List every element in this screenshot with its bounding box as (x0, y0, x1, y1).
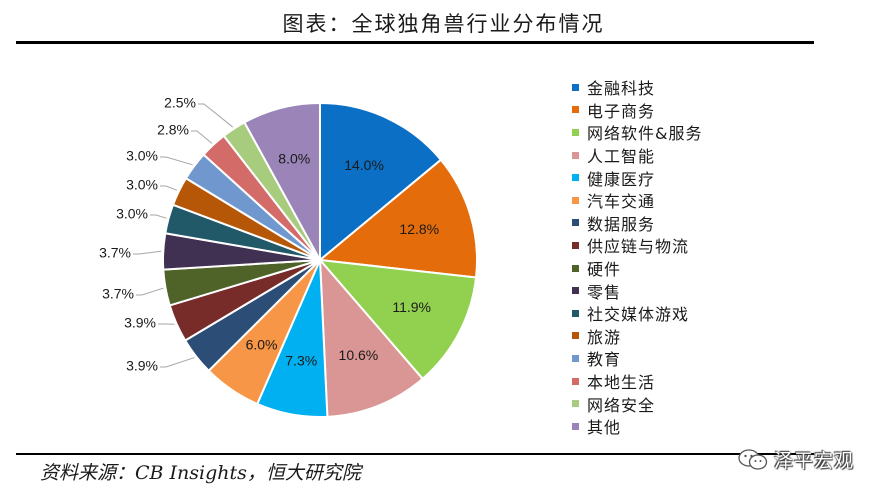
legend-label: 旅游 (587, 327, 622, 347)
slice-label-3: 11.9% (392, 299, 431, 315)
legend-label: 网络软件&服务 (587, 124, 703, 144)
slice-label-16: 8.0% (278, 150, 310, 166)
legend-swatch (572, 264, 579, 272)
legend-swatch (572, 309, 579, 317)
legend-item: 健康医疗 (572, 166, 702, 189)
legend-swatch (572, 106, 579, 114)
legend-swatch (572, 151, 579, 159)
slice-label-13: 3.0% (126, 148, 158, 164)
legend-label: 教育 (587, 350, 622, 370)
legend-item: 旅游 (572, 325, 702, 348)
legend: 金融科技 电子商务网络软件&服务 人工智能 健康医疗汽车交通 数据服务供应链与物流 硬件零… (572, 76, 702, 438)
brand: 泽平宏观 (738, 446, 854, 473)
legend-label: 社交媒体游戏 (587, 305, 690, 325)
legend-item: 其他 (572, 415, 702, 438)
legend-label: 电子商务 (587, 101, 656, 121)
legend-label: 硬件 (587, 260, 622, 280)
chart-title: 图表：全球独角兽行业分布情况 (282, 12, 605, 36)
slice-label-12: 3.0% (126, 177, 158, 193)
pie-slice-3 (317, 258, 478, 381)
leader-line-10 (133, 250, 162, 255)
legend-item: 金融科技 (572, 76, 702, 99)
leader-line-15 (198, 103, 234, 128)
legend-label: 本地生活 (587, 373, 656, 393)
legend-swatch (572, 377, 579, 385)
legend-swatch (572, 241, 579, 249)
legend-swatch (572, 287, 579, 295)
wechat-icon (738, 448, 768, 470)
source-note: 资料来源：CB Insights，恒大研究院 (40, 462, 361, 484)
legend-label: 数据服务 (587, 214, 656, 234)
slice-label-10: 3.7% (99, 245, 131, 261)
legend-item: 网络软件&服务 (572, 121, 702, 144)
leader-line-13 (160, 156, 193, 166)
leader-line-9 (136, 287, 164, 296)
legend-item: 社交媒体游戏 (572, 302, 702, 325)
legend-swatch (572, 422, 579, 430)
slice-label-9: 3.7% (102, 286, 134, 302)
legend-item: 教育 (572, 347, 702, 370)
legend-item: 供应链与物流 (572, 234, 702, 257)
legend-label: 供应链与物流 (587, 237, 690, 257)
legend-swatch (572, 219, 579, 227)
legend-swatch (572, 83, 579, 91)
legend-swatch (572, 196, 579, 204)
leader-line-11 (150, 214, 167, 219)
legend-swatch (572, 174, 579, 182)
pie-slice-16 (243, 101, 321, 261)
legend-swatch (572, 332, 579, 340)
leader-line-14 (191, 130, 213, 144)
slice-label-11: 3.0% (116, 206, 148, 222)
legend-label: 网络安全 (587, 395, 656, 415)
slice-label-2: 12.8% (399, 221, 439, 237)
legend-item: 人工智能 (572, 144, 702, 167)
top-rule (16, 41, 814, 44)
legend-item: 汽车交通 (572, 189, 702, 212)
legend-label: 健康医疗 (587, 169, 656, 189)
legend-swatch (572, 354, 579, 362)
slice-label-6: 6.0% (246, 336, 278, 352)
legend-swatch (572, 400, 579, 408)
brand-name: 泽平宏观 (774, 450, 855, 472)
slice-label-5: 7.3% (285, 353, 317, 369)
legend-label: 人工智能 (587, 147, 656, 167)
legend-label: 其他 (587, 418, 622, 438)
legend-item: 零售 (572, 279, 702, 302)
leader-line-7 (160, 357, 195, 368)
pie-slice-1 (319, 101, 443, 263)
legend-swatch (572, 128, 579, 136)
pie-slice-2 (317, 158, 478, 279)
slice-label-8: 3.9% (124, 315, 156, 331)
legend-item: 电子商务 (572, 99, 702, 122)
legend-item: 网络安全 (572, 392, 702, 415)
leader-line-12 (160, 185, 178, 191)
legend-label: 汽车交通 (587, 192, 656, 212)
legend-label: 零售 (587, 282, 622, 302)
pie-slice-4 (318, 257, 425, 418)
bottom-rule (16, 453, 814, 455)
slice-label-4: 10.6% (339, 347, 379, 363)
slice-label-7: 3.9% (126, 358, 158, 374)
legend-item: 数据服务 (572, 212, 702, 235)
slice-label-1: 14.0% (344, 157, 384, 173)
legend-label: 金融科技 (587, 79, 656, 99)
slice-label-15: 2.5% (164, 95, 196, 111)
legend-item: 本地生活 (572, 370, 702, 393)
slice-label-14: 2.8% (157, 122, 189, 138)
legend-item: 硬件 (572, 257, 702, 280)
